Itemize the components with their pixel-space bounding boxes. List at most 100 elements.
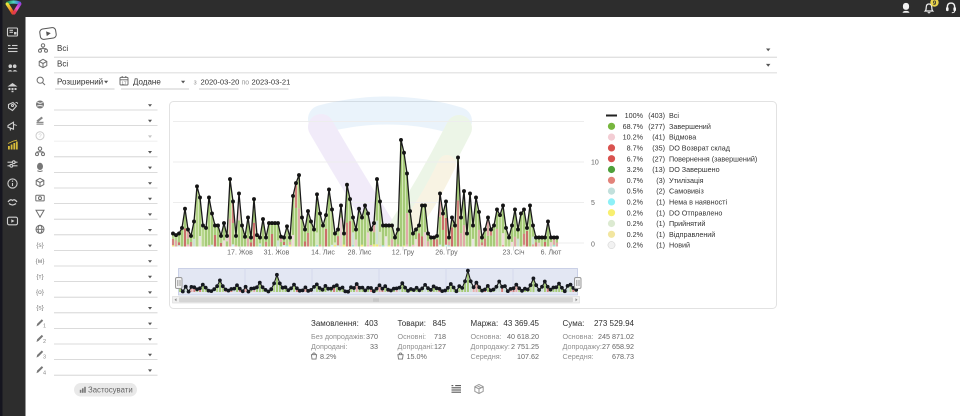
svg-text:127: 127 [434,342,446,351]
svg-text:0.2%: 0.2% [627,198,644,207]
svg-text:Відмова: Відмова [669,133,696,142]
svg-text:2: 2 [43,339,46,345]
svg-text:6.7%: 6.7% [627,154,644,163]
svg-text:10: 10 [591,160,599,167]
svg-text:12. Гру: 12. Гру [392,250,415,257]
svg-text:678.73: 678.73 [612,352,634,361]
svg-text:Основна:: Основна: [563,332,594,341]
svg-text:3.2%: 3.2% [627,165,644,174]
svg-text:{о}: {о} [36,289,45,296]
svg-text:10.2%: 10.2% [623,133,644,142]
svg-text:0.2%: 0.2% [627,208,644,217]
svg-text:Без допродажів:: Без допродажів: [311,332,365,341]
svg-text:(3): (3) [656,176,665,185]
svg-text:26. Гру: 26. Гру [435,250,458,257]
svg-text:Маржа:: Маржа: [471,319,499,328]
svg-text:Розширений: Розширений [57,78,103,87]
svg-text:DO Завершено: DO Завершено [669,165,720,174]
svg-text:4: 4 [43,370,46,376]
svg-text:245 871.02: 245 871.02 [598,332,634,341]
svg-text:2 751.25: 2 751.25 [511,342,539,351]
svg-text:(1): (1) [656,241,665,250]
svg-text:14. Лис: 14. Лис [311,250,335,257]
svg-text:(1): (1) [656,219,665,228]
svg-text:Основна:: Основна: [471,332,502,341]
svg-text:Відправлений: Відправлений [669,230,715,239]
svg-text:по: по [242,80,250,87]
svg-text:Всі: Всі [669,111,679,120]
svg-text:(1): (1) [656,198,665,207]
svg-text:Середня:: Середня: [471,352,502,361]
svg-text:28. Лис: 28. Лис [348,250,372,257]
svg-text:6. Лют: 6. Лют [541,250,562,257]
svg-text:43 369.45: 43 369.45 [503,319,539,328]
svg-text:0.2%: 0.2% [627,241,644,250]
svg-text:{т}: {т} [36,273,44,280]
svg-text:17: 17 [121,80,127,85]
svg-text:{м}: {м} [36,258,46,265]
svg-text:(27): (27) [652,154,665,163]
svg-text:9: 9 [933,1,937,7]
svg-text:370: 370 [366,332,378,341]
svg-text:?: ? [38,134,42,140]
svg-text:2023-03-21: 2023-03-21 [252,78,291,87]
svg-text:40 618.20: 40 618.20 [507,332,539,341]
svg-text:8.2%: 8.2% [320,352,337,361]
svg-text:(2): (2) [656,187,665,196]
svg-text:з: з [194,80,197,87]
svg-text:845: 845 [433,319,447,328]
svg-text:15.0%: 15.0% [407,352,428,361]
svg-text:Товари:: Товари: [398,319,426,328]
svg-text:Всі: Всі [57,44,68,53]
svg-text:Допродажу:: Допродажу: [563,342,602,351]
svg-text:Сума:: Сума: [563,319,585,328]
svg-text:Новий: Новий [669,241,690,250]
svg-text:Середня:: Середня: [563,352,594,361]
svg-text:Допродані:: Допродані: [398,342,434,351]
svg-text:Прийнятий: Прийнятий [669,219,705,228]
svg-text:100%: 100% [625,111,644,120]
svg-text:DO Возврат склад: DO Возврат склад [669,144,731,153]
svg-text:Повернення (завершений): Повернення (завершений) [669,154,757,163]
svg-text:(1): (1) [656,208,665,217]
svg-text:Утилізація: Утилізація [669,176,704,185]
svg-text:(277): (277) [648,122,665,131]
svg-text:0.7%: 0.7% [627,176,644,185]
svg-text:107.62: 107.62 [517,352,539,361]
svg-text:0.2%: 0.2% [627,219,644,228]
svg-text:(35): (35) [652,144,665,153]
svg-text:Завершений: Завершений [669,122,711,131]
svg-text:5: 5 [591,200,595,207]
svg-text:{ѕ}: {ѕ} [36,305,44,312]
svg-text:Нема в наявності: Нема в наявності [669,198,727,207]
svg-text:0: 0 [591,242,595,249]
svg-text:3: 3 [43,355,46,361]
svg-text:(41): (41) [652,133,665,142]
svg-text:Самовивіз: Самовивіз [669,187,704,196]
svg-text:Основні:: Основні: [398,332,427,341]
svg-text:68.7%: 68.7% [623,122,644,131]
svg-text:31. Жов: 31. Жов [264,250,290,257]
svg-text:Всі: Всі [57,60,68,69]
svg-text:718: 718 [434,332,446,341]
svg-text:33: 33 [370,342,378,351]
svg-text:8.7%: 8.7% [627,144,644,153]
svg-text:(1): (1) [656,230,665,239]
svg-text:273 529.94: 273 529.94 [594,319,635,328]
svg-text:Допродані:: Допродані: [311,342,347,351]
svg-text:(13): (13) [652,165,665,174]
svg-text:{s}: {s} [36,242,44,249]
svg-text:(403): (403) [648,111,665,120]
svg-text:403: 403 [365,319,379,328]
svg-text:1: 1 [43,324,46,330]
svg-text:DO Отправлено: DO Отправлено [669,208,722,217]
svg-text:27 658.92: 27 658.92 [602,342,634,351]
svg-text:Застосувати: Застосувати [88,385,133,394]
svg-text:17. Жов: 17. Жов [227,250,253,257]
svg-text:0.2%: 0.2% [627,230,644,239]
svg-text:Додане: Додане [133,78,161,87]
svg-text:Допродажу:: Допродажу: [471,342,510,351]
svg-text:0.5%: 0.5% [627,187,644,196]
svg-text:Замовлення:: Замовлення: [311,319,359,328]
svg-text:2020-03-20: 2020-03-20 [201,78,240,87]
